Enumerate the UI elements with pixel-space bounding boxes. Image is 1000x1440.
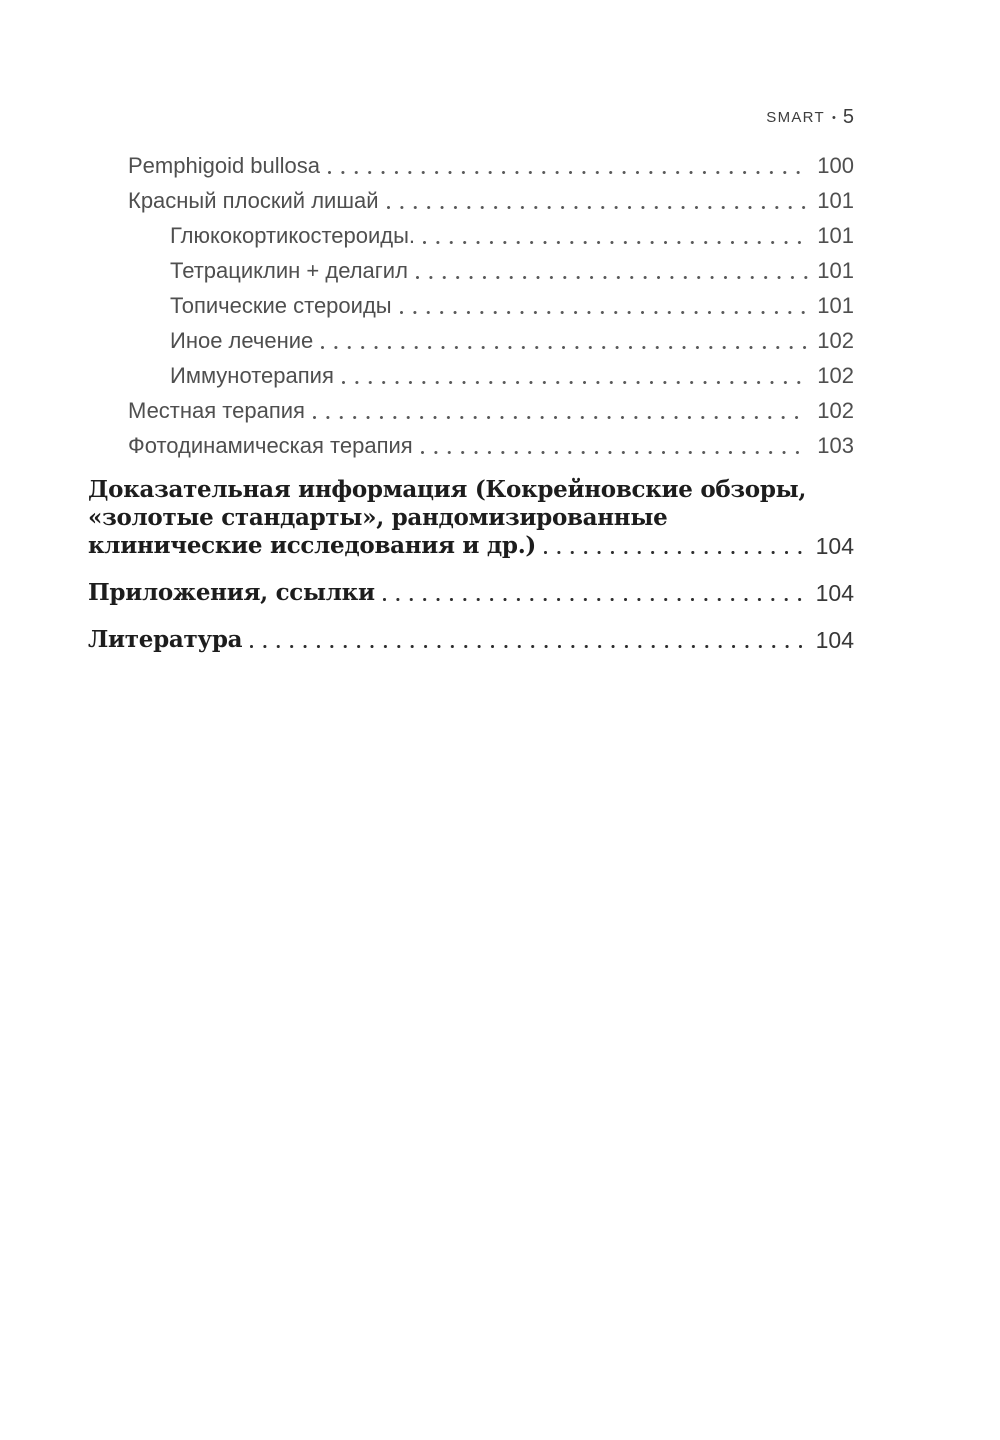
header-separator-icon: • [832, 111, 836, 124]
toc-entry-page-number: 100 [817, 153, 854, 178]
toc-entry-label: Красный плоский лишай [128, 188, 379, 213]
toc-entry-label: Фотодинамическая терапия [128, 433, 413, 458]
toc-entry-page-number: 101 [817, 258, 854, 283]
toc-entry-label: Тетрациклин + делагил [170, 258, 408, 283]
toc-entry: Pemphigoid bullosa 100 [88, 148, 854, 183]
toc-entry-label: Топические стероиды [170, 293, 392, 318]
toc-entry: Фотодинамическая терапия 103 [88, 428, 854, 463]
toc-entry-label: Pemphigoid bullosa [128, 153, 321, 178]
toc-entry-label: Иное лечение [170, 328, 314, 353]
running-header-page-number: 5 [842, 106, 854, 128]
toc-entry-page-number: 103 [817, 433, 854, 458]
toc-entry-label: Местная терапия [128, 398, 305, 423]
running-header: SMART • 5 [766, 106, 854, 129]
dot-leader [321, 346, 809, 349]
toc-entry: Доказательная информация (Кокрейновские … [88, 476, 854, 560]
toc-entry: Местная терапия 102 [88, 393, 854, 428]
toc-entry: Красный плоский лишай 101 [88, 183, 854, 218]
toc-entry-label: Литература [88, 626, 243, 653]
dot-leader [328, 171, 809, 174]
toc-entry-page-number: 104 [815, 627, 854, 653]
dot-leader [399, 311, 809, 314]
toc-list: Pemphigoid bullosa 100 Красный плоский лиш… [88, 148, 854, 654]
toc-entry: Тетрациклин + делагил 101 [88, 253, 854, 288]
toc-entry-page-number: 104 [815, 533, 854, 559]
toc-entry-page-number: 101 [817, 223, 854, 248]
dot-leader [382, 598, 808, 601]
running-header-title: SMART [766, 109, 826, 126]
toc-entry-label: Приложения, ссылки [88, 579, 375, 606]
dot-leader [386, 206, 809, 209]
toc-entry-label: Глюкокортикостероиды. [170, 223, 416, 248]
toc-entry: Глюкокортикостероиды. 101 [88, 218, 854, 253]
dot-leader [312, 416, 809, 419]
toc-entry-page-number: 101 [817, 293, 854, 318]
toc-entry: Иное лечение 102 [88, 323, 854, 358]
dot-leader [420, 451, 809, 454]
toc-entry-page-number: 102 [817, 328, 854, 353]
toc-entry: Иммунотерапия 102 [88, 358, 854, 393]
dot-leader [423, 241, 809, 244]
toc-entry: Топические стероиды 101 [88, 288, 854, 323]
toc-entry-last-line: клинические исследования и др.) 104 [88, 532, 854, 560]
toc-entry: Приложения, ссылки 104 [88, 579, 854, 607]
dot-leader [544, 551, 808, 554]
toc-entry: Литература 104 [88, 626, 854, 654]
dot-leader [415, 276, 809, 279]
toc-entry-label: Доказательная информация (Кокрейновские … [88, 476, 807, 531]
toc-entry-label: Иммунотерапия [170, 363, 334, 388]
toc-entry-page-number: 101 [817, 188, 854, 213]
dot-leader [341, 381, 809, 384]
toc-entry-label: клинические исследования и др.) [88, 532, 536, 559]
toc-entry-page-number: 104 [815, 580, 854, 606]
toc-entry-page-number: 102 [817, 398, 854, 423]
toc-entry-page-number: 102 [817, 363, 854, 388]
dot-leader [250, 645, 808, 648]
